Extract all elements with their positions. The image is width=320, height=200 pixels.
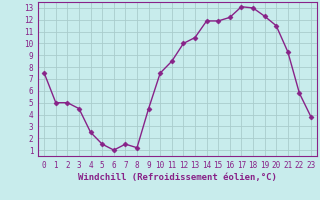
X-axis label: Windchill (Refroidissement éolien,°C): Windchill (Refroidissement éolien,°C) [78,173,277,182]
